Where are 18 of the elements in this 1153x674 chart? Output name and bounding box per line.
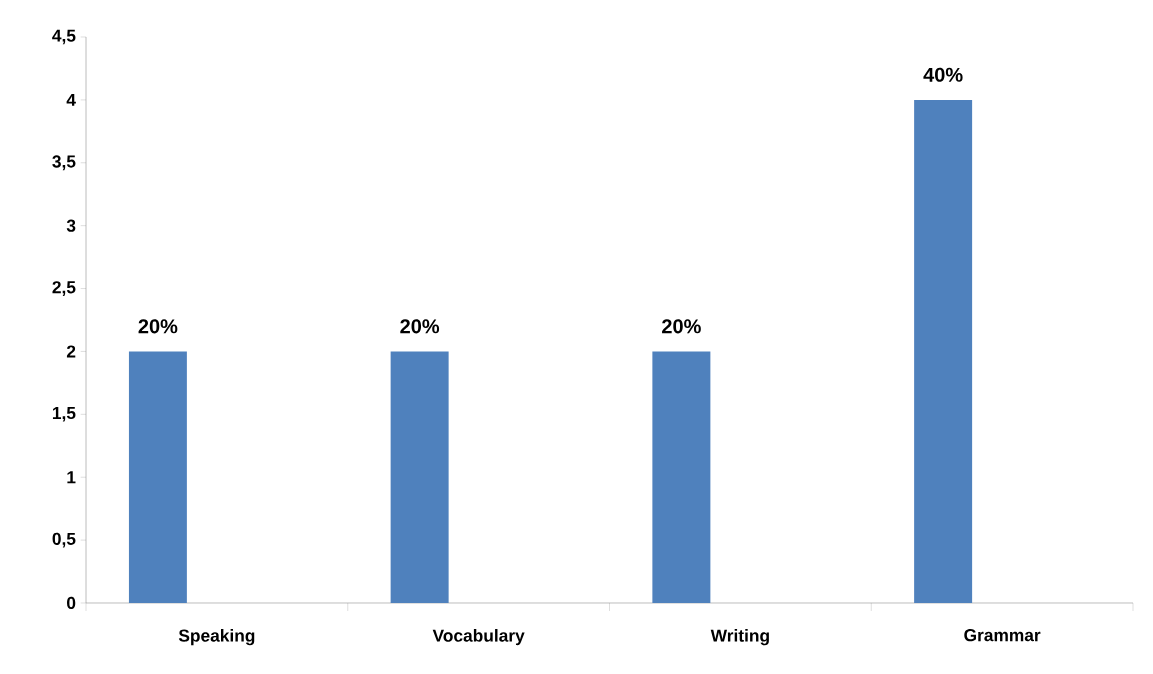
- x-tick-label: Vocabulary: [432, 629, 525, 646]
- annotation: 40%: [923, 67, 963, 82]
- y-tick-label: 3: [66, 219, 76, 232]
- y-tick-label: 0,5: [52, 532, 76, 548]
- x-tick-label: Writing: [710, 629, 769, 646]
- annotation: 20%: [662, 319, 701, 334]
- annotation: 20%: [138, 319, 178, 334]
- x-tick-label: Grammar: [964, 629, 1041, 642]
- annotation: 20%: [400, 319, 440, 334]
- x-tick-label: Speaking: [178, 629, 255, 646]
- y-tick-label: 4: [66, 93, 76, 106]
- y-tick-label: 1,5: [52, 407, 76, 422]
- y-tick-label: 2: [66, 345, 76, 358]
- y-tick-label: 0: [67, 596, 76, 610]
- y-tick-label: 3,5: [52, 155, 76, 171]
- y-tick-label: 4,5: [52, 29, 76, 45]
- y-tick-label: 2,5: [52, 281, 76, 296]
- y-tick-label: 1: [67, 471, 76, 484]
